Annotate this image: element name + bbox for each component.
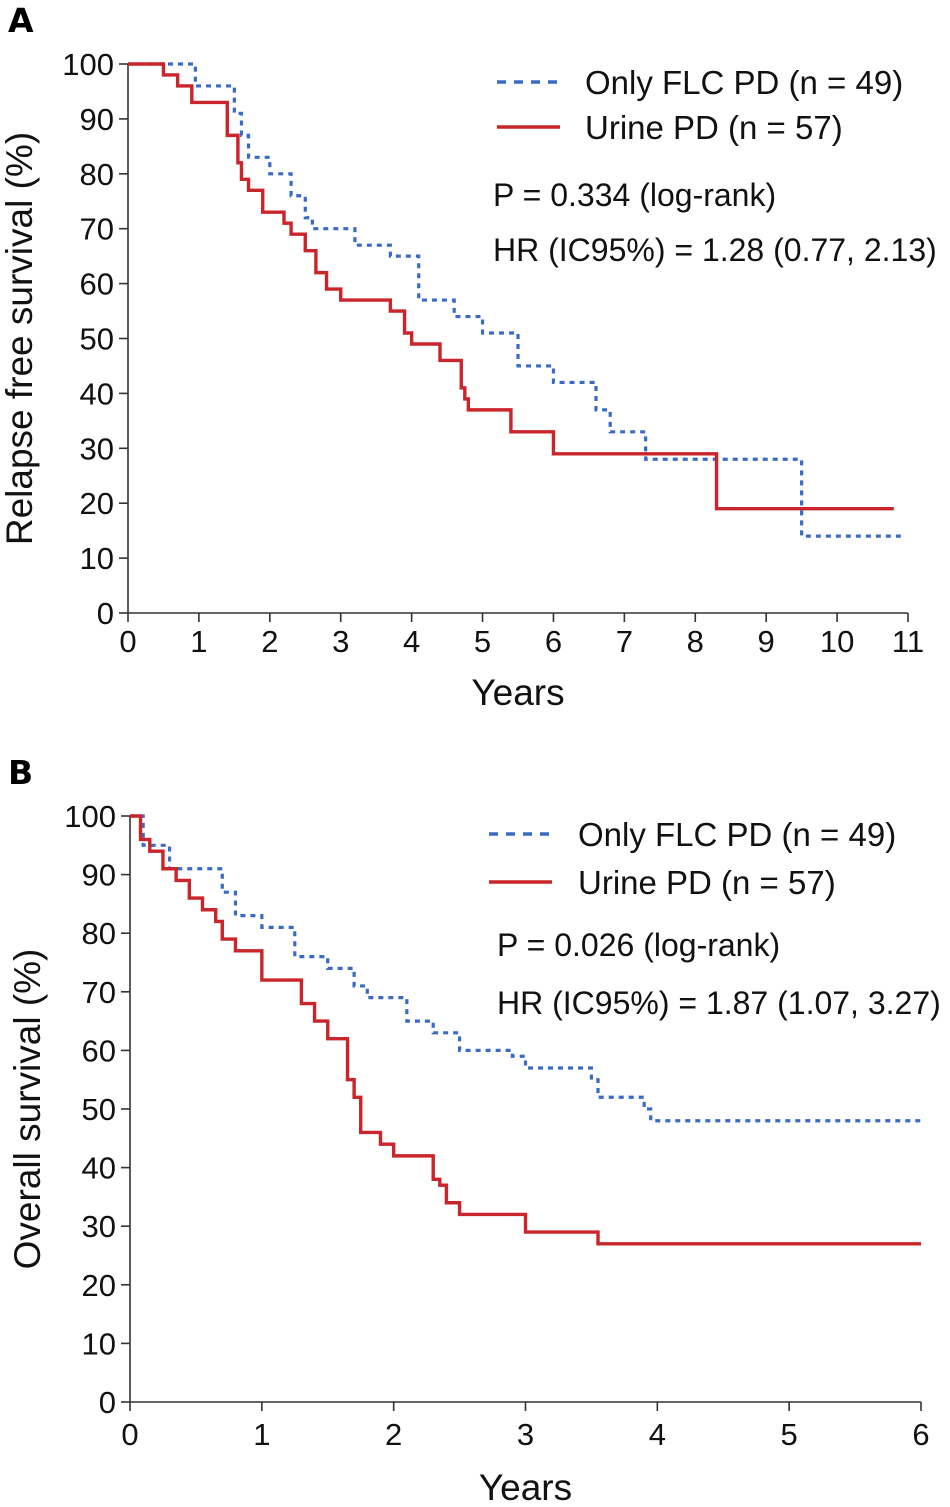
y-axis-title: Relapse free survival (%) [0,132,40,545]
x-tick-label: 0 [121,1417,138,1452]
y-tick-label: 0 [97,596,114,631]
y-tick-label: 90 [82,858,116,893]
legend-label: Only FLC PD (n = 49) [585,64,903,101]
x-tick-label: 10 [820,624,854,659]
y-tick-label: 50 [80,322,114,357]
x-tick-label: 11 [892,624,924,659]
x-tick-label: 4 [403,624,420,659]
legend-label: Urine PD (n = 57) [585,109,843,146]
y-tick-label: 20 [80,486,114,521]
legend-label: Urine PD (n = 57) [578,864,836,901]
y-tick-label: 10 [80,541,114,576]
urine-pd-survival-curve [130,814,921,1246]
y-axis-title: Overall survival (%) [7,949,48,1270]
x-tick-label: 8 [687,624,704,659]
urine-pd-survival-curve [128,62,894,511]
x-tick-label: 5 [474,624,491,659]
y-tick-label: 100 [64,799,116,834]
x-axis-title: Years [471,672,564,713]
y-tick-label: 100 [62,47,114,82]
panel-label-a: A [8,1,34,40]
x-tick-label: 6 [545,624,562,659]
y-tick-label: 30 [80,431,114,466]
y-tick-label: 60 [82,1033,116,1068]
y-tick-label: 50 [82,1092,116,1127]
only-flc-pd-survival-curve [130,814,921,1123]
x-tick-label: 1 [253,1417,270,1452]
y-tick-label: 40 [82,1151,116,1186]
x-tick-label: 6 [912,1417,929,1452]
y-tick-label: 70 [82,975,116,1010]
x-tick-label: 3 [517,1417,534,1452]
y-tick-label: 30 [82,1209,116,1244]
y-tick-label: 40 [80,376,114,411]
y-tick-label: 20 [82,1268,116,1303]
hazard-ratio-annotation: HR (IC95%) = 1.28 (0.77, 2.13) [493,232,937,268]
x-tick-label: 5 [781,1417,798,1452]
x-tick-label: 2 [261,624,278,659]
hazard-ratio-annotation: HR (IC95%) = 1.87 (1.07, 3.27) [497,985,941,1021]
panel-label-b: B [8,753,33,792]
legend-label: Only FLC PD (n = 49) [578,816,896,853]
x-tick-label: 7 [616,624,633,659]
x-tick-label: 1 [190,624,207,659]
y-tick-label: 80 [82,916,116,951]
x-tick-label: 4 [649,1417,666,1452]
x-tick-label: 2 [385,1417,402,1452]
y-tick-label: 80 [80,157,114,192]
y-tick-label: 10 [82,1326,116,1361]
p-value-annotation: P = 0.026 (log-rank) [497,927,780,963]
y-tick-label: 90 [80,102,114,137]
p-value-annotation: P = 0.334 (log-rank) [493,177,776,213]
only-flc-pd-survival-curve [128,62,901,538]
x-axis-title: Years [479,1467,572,1507]
x-tick-label: 0 [119,624,136,659]
x-tick-label: 9 [758,624,775,659]
y-tick-label: 0 [99,1385,116,1420]
y-tick-label: 60 [80,267,114,302]
y-tick-label: 70 [80,212,114,247]
x-tick-label: 3 [332,624,349,659]
